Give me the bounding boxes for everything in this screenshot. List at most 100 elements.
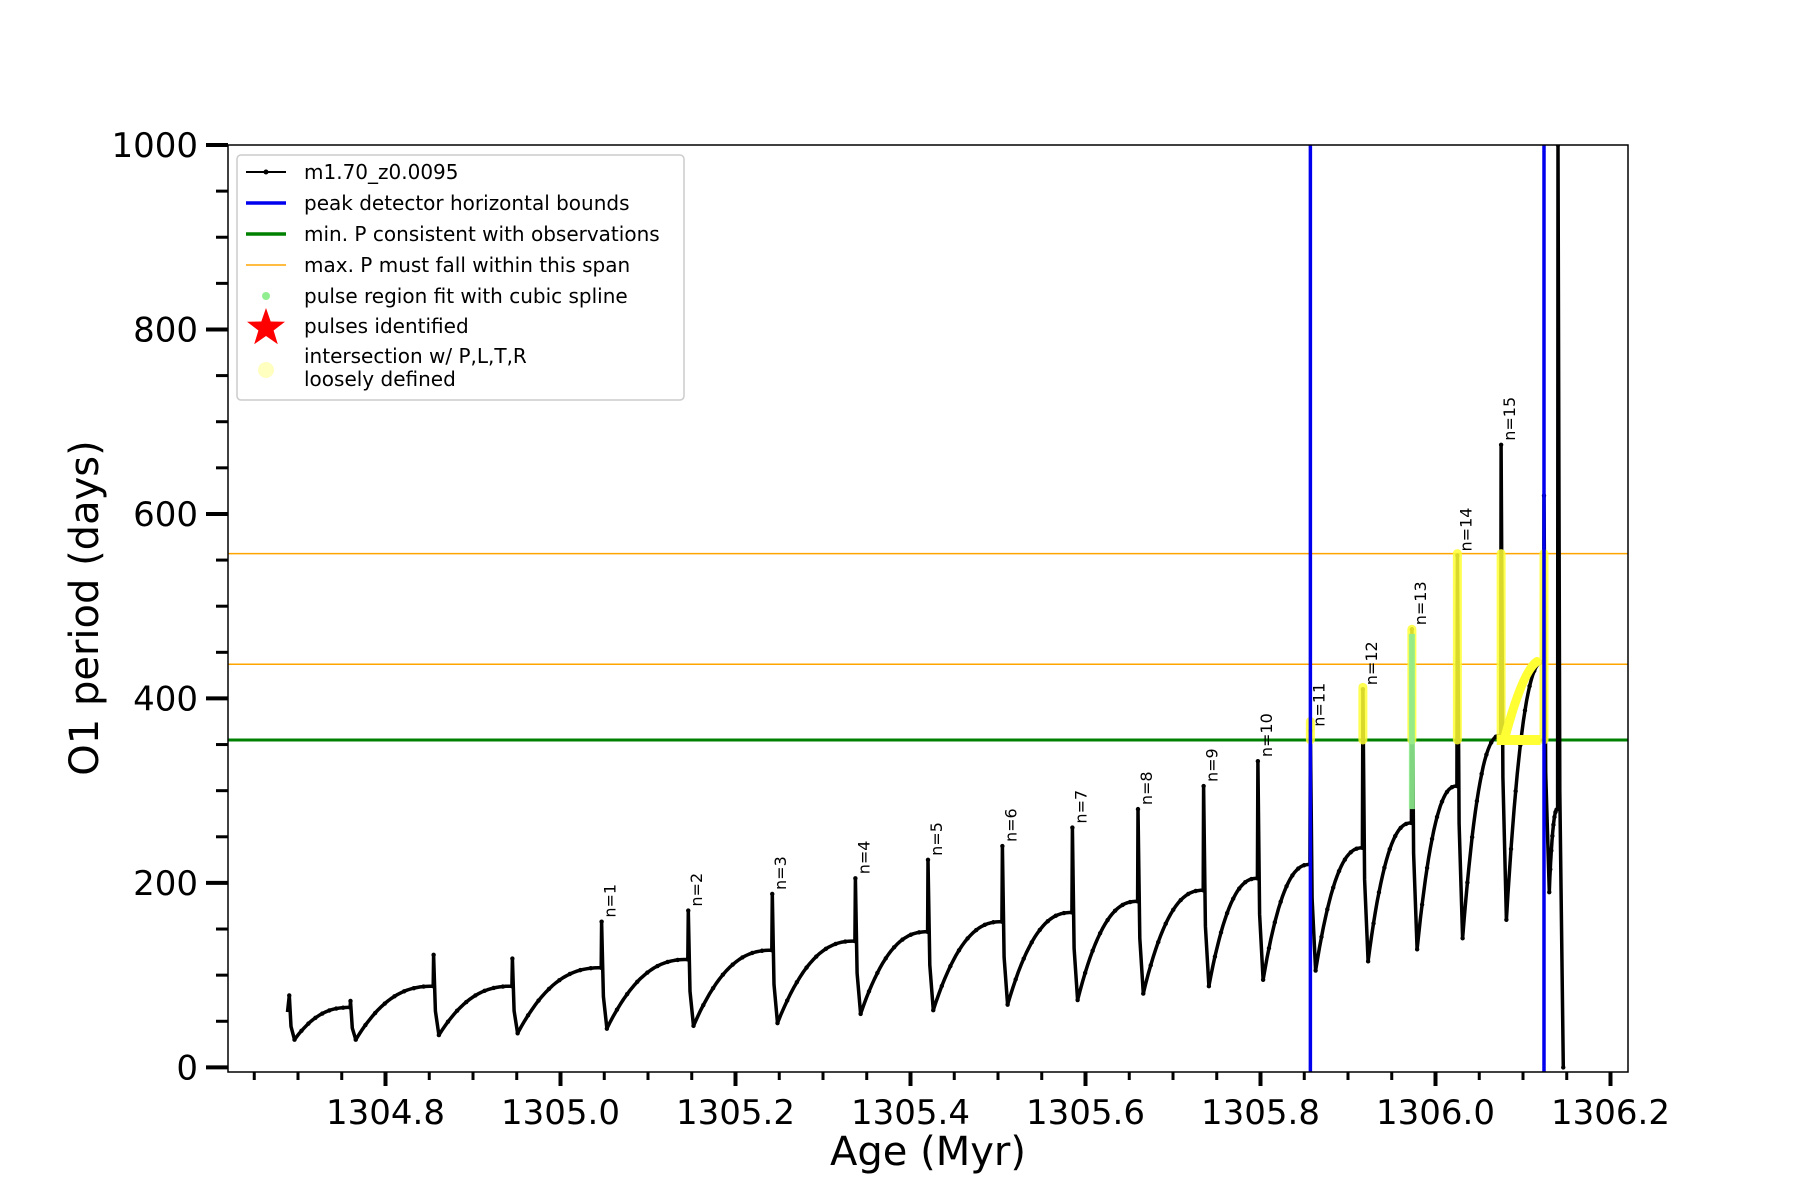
series-point [769, 948, 775, 953]
series-point [665, 959, 670, 965]
series-point [599, 919, 604, 924]
series-point [740, 955, 745, 960]
series-point [1301, 863, 1307, 868]
series-point [770, 891, 775, 897]
y-axis-title: O1 period (days) [62, 440, 108, 775]
series-point [320, 1011, 325, 1016]
series-point [1171, 907, 1176, 913]
series-point [588, 966, 593, 971]
series-point [353, 1037, 358, 1042]
series-point [614, 1007, 620, 1012]
series-point [1488, 740, 1494, 745]
series-point [784, 998, 790, 1003]
legend-frame [236, 154, 685, 401]
series-point [454, 1008, 460, 1013]
series-point [1460, 936, 1465, 941]
pulse-label-6: n=3 [771, 856, 790, 890]
pulse-label-9: n=6 [1001, 808, 1020, 842]
series-point [1148, 963, 1153, 968]
series-point [948, 963, 953, 969]
series-point [1005, 1002, 1010, 1007]
series-point [1550, 833, 1555, 839]
series-point [655, 963, 660, 969]
period-series [285, 145, 1566, 1070]
series-point [1156, 939, 1161, 945]
series-point [333, 1006, 339, 1011]
legend-marker-6 [258, 362, 274, 378]
series-point [1000, 843, 1005, 849]
series-point [327, 1008, 332, 1013]
series-point [1260, 977, 1266, 982]
series-point [1371, 921, 1376, 926]
series-point [348, 998, 353, 1004]
series-point [401, 989, 407, 994]
series-point [843, 939, 848, 944]
x-tick-label-7: 1306.2 [1551, 1093, 1670, 1133]
series-point [1193, 888, 1198, 894]
plot-frame [227, 144, 1629, 1073]
series-point [1061, 910, 1067, 916]
series-point [1414, 947, 1420, 952]
series-point [1200, 888, 1206, 893]
series-point [710, 985, 716, 991]
series-point [536, 998, 541, 1003]
series-point [794, 979, 800, 985]
series-point [982, 922, 987, 928]
series-point [1419, 902, 1425, 907]
pulse-label-11: n=8 [1137, 771, 1156, 805]
series-point [939, 983, 945, 989]
x-tick-label-1: 1305.0 [501, 1093, 620, 1133]
series-point [1498, 442, 1504, 447]
series-point [1284, 884, 1289, 889]
x-tick-label-6: 1306.0 [1376, 1093, 1495, 1133]
series-point [1255, 876, 1260, 881]
series-point [1465, 880, 1470, 885]
series-point [1255, 758, 1261, 764]
x-tick-label-4: 1305.6 [1026, 1093, 1145, 1133]
series-point [999, 919, 1005, 924]
series-point [1330, 885, 1336, 890]
legend-label-1: peak detector horizontal bounds [304, 191, 630, 215]
series-point [578, 967, 583, 973]
series-point [973, 927, 979, 933]
series-point [691, 1023, 696, 1029]
series-point [1552, 814, 1557, 820]
series-point [1549, 848, 1554, 853]
series-point [431, 952, 436, 958]
series-point [1439, 799, 1445, 804]
series-point [1278, 899, 1283, 904]
series-point [1163, 921, 1168, 926]
y-tick-label-3: 600 [133, 495, 198, 535]
series-point [1013, 977, 1018, 982]
series-point [1449, 784, 1455, 790]
pulse-label-18: n=15 [1500, 397, 1519, 441]
series-point [635, 979, 640, 985]
series-point [1504, 917, 1509, 923]
y-tick-label-5: 1000 [111, 126, 198, 166]
series-point [853, 876, 858, 881]
series-point [1424, 865, 1430, 871]
series-point [1249, 876, 1254, 882]
series-point [1105, 917, 1110, 923]
series-point [1527, 683, 1532, 689]
series-point [823, 946, 829, 952]
series-point [908, 932, 914, 937]
series-point [1429, 836, 1435, 842]
series-point [685, 957, 691, 962]
legend-label-0: m1.70_z0.0095 [304, 160, 459, 184]
series-point [1090, 948, 1095, 954]
legend-label-6: intersection w/ P,L,T,R loosely defined [304, 344, 527, 391]
series-point [1555, 806, 1560, 812]
series-point [1392, 833, 1398, 839]
series-point [1296, 866, 1301, 871]
series-point [1037, 927, 1042, 933]
pulse-label-8: n=5 [927, 822, 946, 856]
series-point [1508, 846, 1514, 852]
series-point [1313, 968, 1318, 973]
series-point [1186, 891, 1191, 897]
series-point [1082, 970, 1088, 976]
series-point [1127, 899, 1133, 905]
series-point [1201, 783, 1206, 789]
series-point [1551, 822, 1556, 828]
series-point [1365, 959, 1371, 964]
